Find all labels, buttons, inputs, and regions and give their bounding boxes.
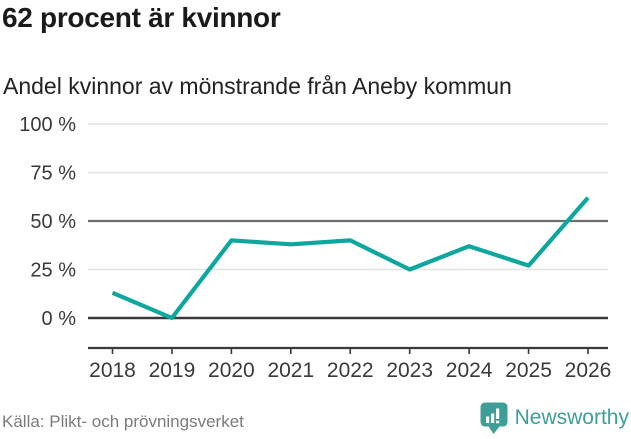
y-axis-label-100: 100 % [19, 114, 76, 136]
x-axis-label-2025: 2025 [505, 359, 552, 382]
newsworthy-logo-icon [480, 402, 508, 434]
newsworthy-logo: Newsworthy [480, 401, 629, 435]
x-axis-label-2026: 2026 [565, 359, 612, 382]
x-axis-label-2020: 2020 [208, 359, 255, 382]
y-axis-label-25: 25 % [30, 260, 76, 282]
x-axis-label-2021: 2021 [267, 359, 314, 382]
data-line-series [111, 196, 590, 321]
logo-bar-small [485, 416, 489, 423]
x-axis-label-2018: 2018 [89, 359, 136, 382]
chart-subtitle: Andel kvinnor av mönstrande från Aneby k… [3, 73, 512, 99]
x-axis-label-2022: 2022 [327, 359, 374, 382]
logo-bar-medium [490, 413, 494, 423]
source-note: Källa: Plikt- och prövningsverket [2, 412, 244, 431]
y-axis-label-75: 75 % [30, 163, 76, 185]
chart-title: 62 procent är kvinnor [2, 2, 281, 33]
logo-exclamation-bar [495, 408, 499, 419]
line-chart: 0 % 25 % 50 % 75 % 100 % 2018 2019 2020 2021 2022… [19, 114, 612, 382]
x-axis-label-2023: 2023 [386, 359, 433, 382]
y-axis-label-50: 50 % [30, 211, 76, 233]
x-axis-label-2024: 2024 [446, 359, 493, 382]
newsworthy-logo-text: Newsworthy [514, 406, 629, 429]
logo-exclamation-dot [495, 420, 499, 423]
y-axis-label-0: 0 % [42, 308, 77, 330]
x-axis-label-2019: 2019 [149, 359, 196, 382]
